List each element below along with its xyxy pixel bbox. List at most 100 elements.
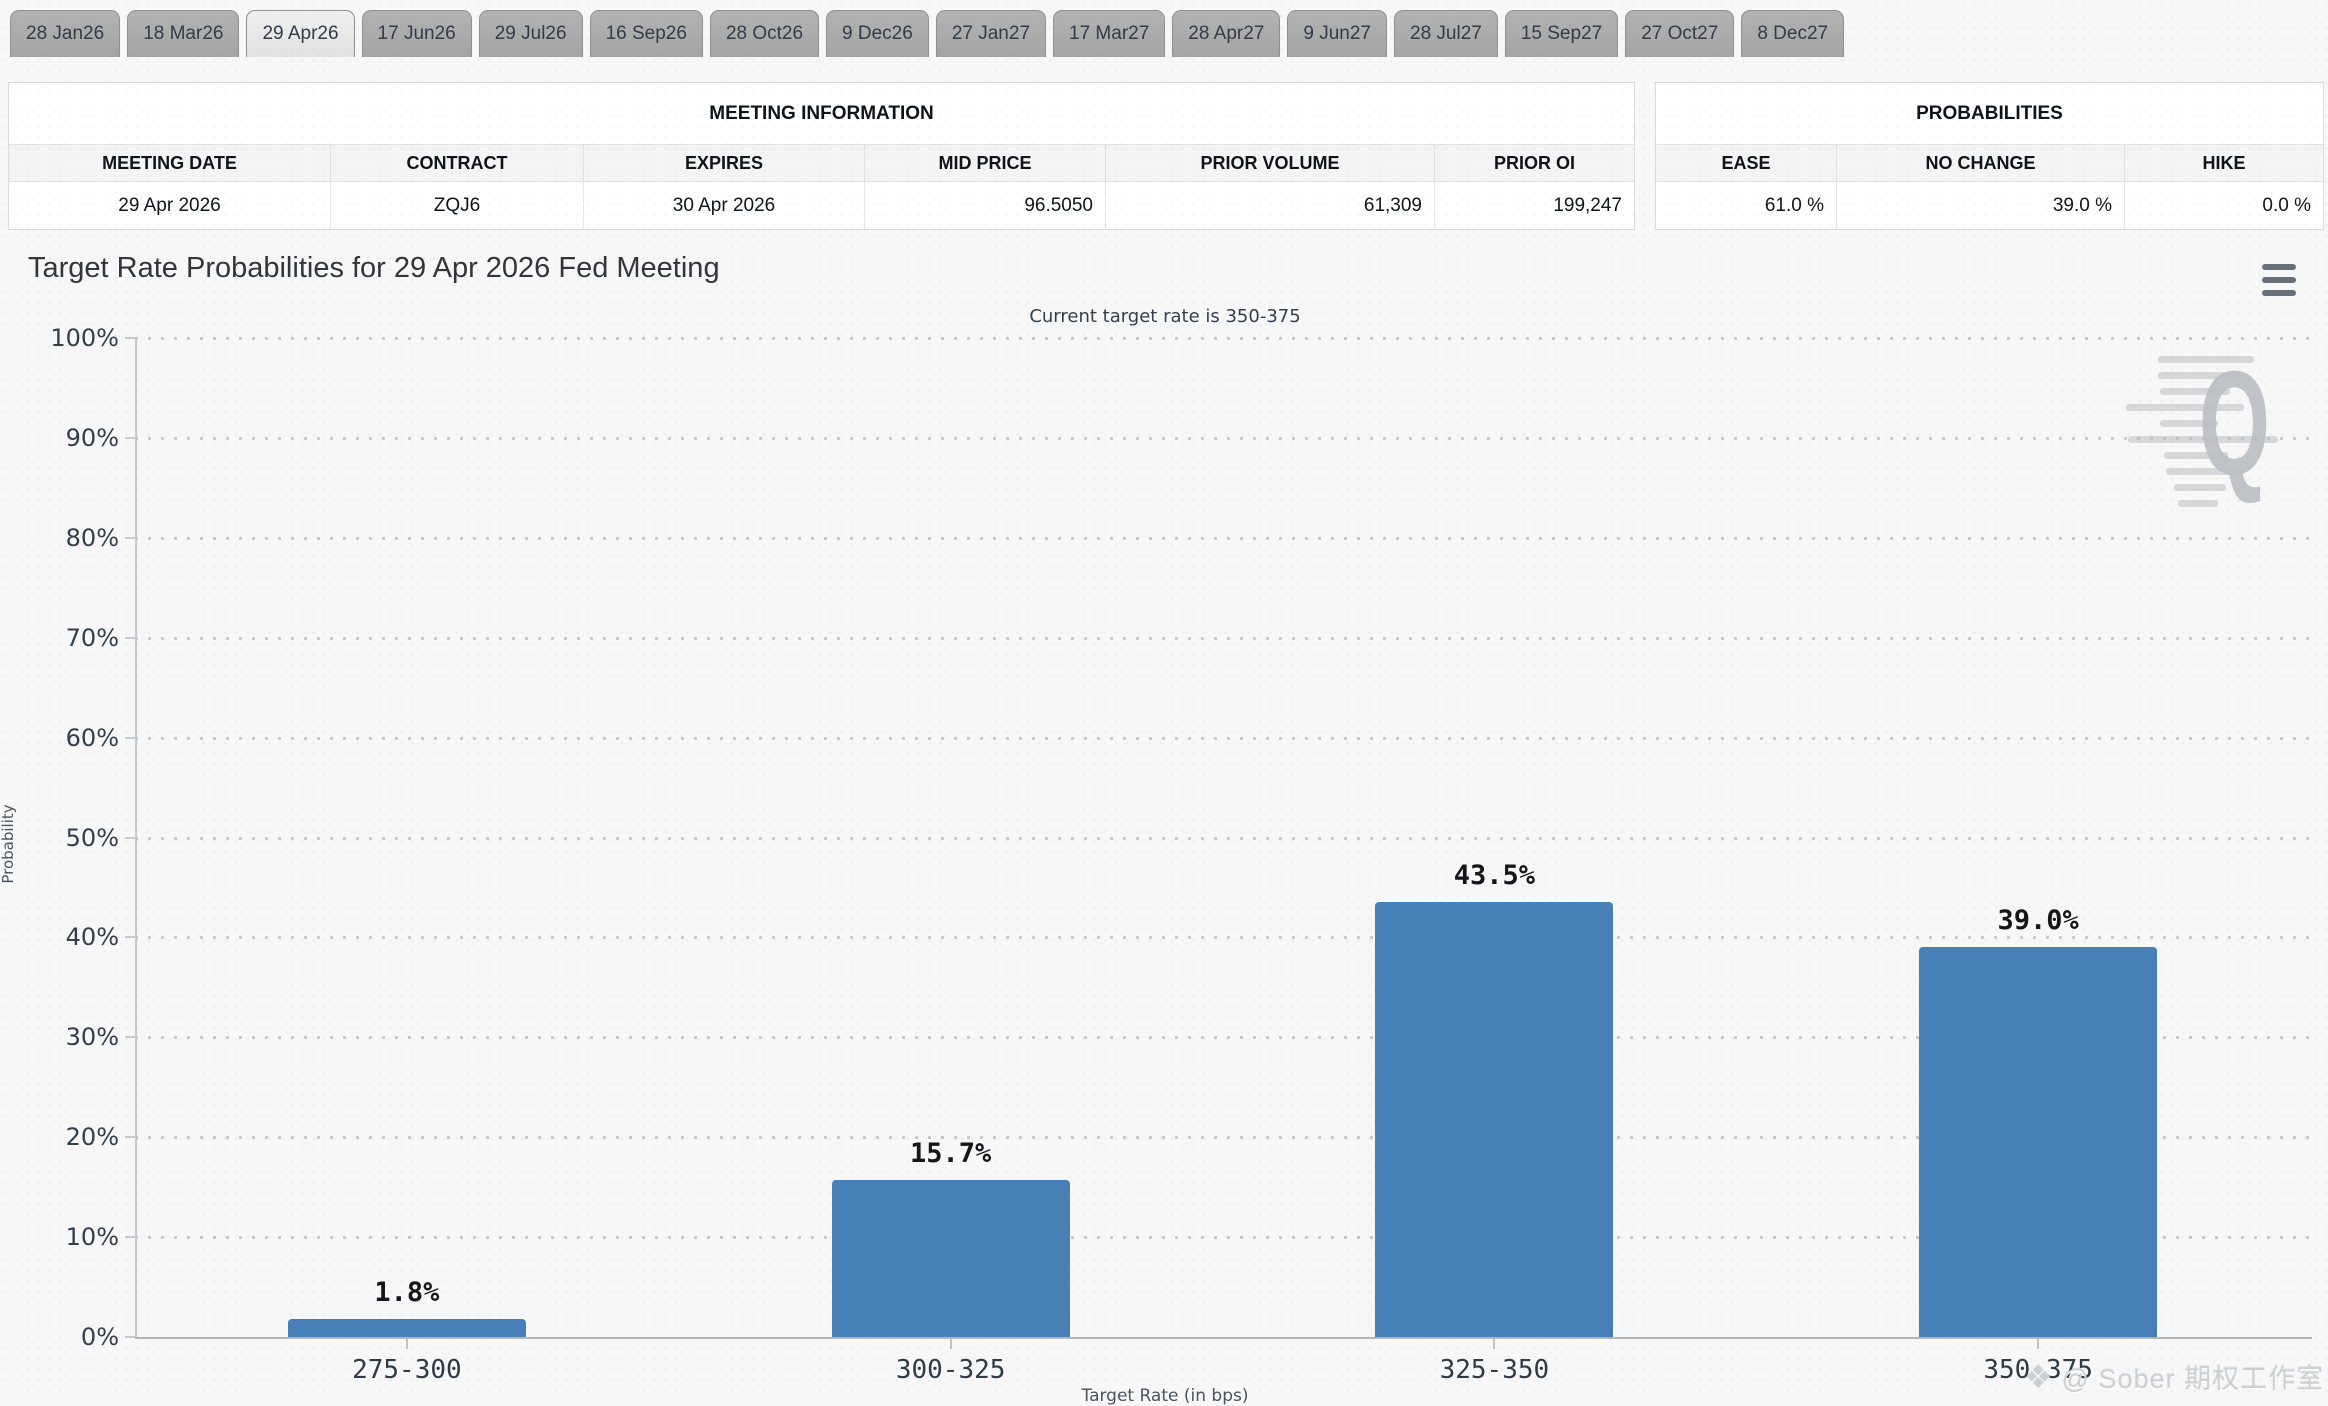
y-axis-title: Probability	[0, 804, 17, 884]
cell-mid-price: 96.5050	[865, 182, 1106, 229]
gridline-50pct	[135, 836, 2310, 840]
y-tick-70pct	[125, 636, 135, 639]
x-tick-label-350-375: 350-375	[1983, 1355, 2093, 1385]
x-tick-300-325	[949, 1339, 952, 1349]
y-tick-label-30pct: 30%	[65, 1023, 119, 1052]
tab-18-mar26[interactable]: 18 Mar26	[127, 10, 240, 57]
x-axis-title: Target Rate (in bps)	[1081, 1386, 1249, 1406]
y-tick-10pct	[125, 1236, 135, 1239]
column-header-prior-oi: PRIOR OI	[1493, 152, 1575, 173]
y-tick-label-80pct: 80%	[65, 523, 119, 552]
cell-expires: 30 Apr 2026	[584, 182, 865, 229]
tab-28-oct26[interactable]: 28 Oct26	[709, 10, 820, 57]
tab-9-jun27[interactable]: 9 Jun27	[1287, 10, 1387, 57]
tab-17-jun26[interactable]: 17 Jun26	[361, 10, 472, 57]
y-tick-60pct	[125, 736, 135, 739]
x-axis-line	[135, 1337, 2312, 1339]
bar-350-375[interactable]	[1919, 947, 2158, 1337]
column-header-contract: CONTRACT	[331, 145, 584, 181]
gridline-60pct	[135, 736, 2310, 740]
tab-28-apr27[interactable]: 28 Apr27	[1172, 10, 1281, 57]
column-header-ease: EASE	[1656, 145, 1837, 181]
gridline-80pct	[135, 536, 2310, 540]
probabilities-header-row: EASE NO CHANGE HIKE	[1656, 145, 2323, 182]
cell-hike: 0.0 %	[2262, 194, 2311, 216]
meeting-information-data-row: 29 Apr 2026 ZQJ6 30 Apr 2026 96.5050 61,309 1…	[9, 182, 1634, 229]
bar-325-350[interactable]	[1375, 902, 1614, 1337]
gridline-20pct	[135, 1136, 2310, 1140]
cell-contract: ZQJ6	[331, 182, 584, 229]
plot-area: 0% 10% 20% 30% 40% 50% 60% 70% 80% 90% 100% 1.8% 275…	[0, 240, 2328, 1398]
meeting-information-table: MEETING INFORMATION MEETING DATE CONTRACT…	[8, 82, 1635, 230]
tab-17-mar27[interactable]: 17 Mar27	[1053, 10, 1166, 57]
tab-8-dec27[interactable]: 8 Dec27	[1741, 10, 1845, 57]
chart-title: Target Rate Probabilities for 29 Apr 202…	[28, 252, 720, 284]
column-header-expires: EXPIRES	[584, 145, 865, 181]
target-rate-probability-chart: Target Rate Probabilities for 29 Apr 202…	[0, 240, 2328, 1406]
bar-value-label-300-325: 15.7%	[909, 1138, 992, 1170]
tab-28-jul27[interactable]: 28 Jul27	[1394, 10, 1498, 57]
y-tick-30pct	[125, 1036, 135, 1039]
y-tick-90pct	[125, 436, 135, 439]
tab-27-jan27[interactable]: 27 Jan27	[935, 10, 1047, 57]
bar-300-325[interactable]	[831, 1180, 1070, 1337]
y-tick-label-0pct: 0%	[80, 1323, 119, 1351]
y-tick-20pct	[125, 1136, 135, 1139]
gridline-100pct	[135, 337, 2310, 340]
bar-value-label-325-350: 43.5%	[1453, 860, 1536, 892]
y-tick-label-50pct: 50%	[65, 823, 119, 852]
column-header-meeting-date: MEETING DATE	[9, 145, 331, 181]
diamond-logo-icon: ❖	[2023, 1358, 2054, 1395]
gridline-90pct	[135, 436, 2310, 440]
y-tick-100pct	[125, 337, 135, 339]
gridline-70pct	[135, 636, 2310, 640]
tab-9-dec26[interactable]: 9 Dec26	[826, 10, 929, 57]
gridline-30pct	[135, 1036, 2310, 1040]
bar-value-label-350-375: 39.0%	[1997, 905, 2079, 937]
y-axis-line	[135, 338, 137, 1337]
tab-28-jan26[interactable]: 28 Jan26	[10, 10, 121, 57]
probabilities-title: PROBABILITIES	[1656, 83, 2323, 145]
tab-16-sep26[interactable]: 16 Sep26	[589, 10, 703, 57]
probabilities-table: PROBABILITIES EASE NO CHANGE HIKE 61.0 % 39…	[1655, 82, 2324, 230]
y-tick-80pct	[125, 536, 135, 539]
tab-29-apr26[interactable]: 29 Apr26	[246, 10, 355, 57]
x-tick-label-275-300: 275-300	[352, 1355, 462, 1385]
column-header-prior-volume: PRIOR VOLUME	[1106, 145, 1435, 181]
x-tick-275-300	[405, 1339, 408, 1349]
gridline-40pct	[135, 936, 2310, 940]
meeting-date-tabbar: 28 Jan26 18 Mar26 29 Apr26 17 Jun26 29 Jul26…	[10, 10, 1845, 57]
credit-watermark: ❖ @ Sober 期权工作室	[2024, 1357, 2324, 1396]
y-tick-label-10pct: 10%	[65, 1223, 119, 1252]
cell-no-change: 39.0 %	[1837, 182, 2125, 229]
y-tick-label-20pct: 20%	[65, 1123, 119, 1152]
column-header-hike: HIKE	[2202, 152, 2246, 173]
x-tick-label-325-350: 325-350	[1439, 1355, 1550, 1385]
chart-menu-hamburger-icon[interactable]	[2262, 262, 2298, 298]
chart-subtitle: Current target rate is 350-375	[1029, 306, 1301, 327]
bar-275-300[interactable]	[287, 1319, 526, 1337]
x-tick-350-375	[2037, 1339, 2040, 1349]
cell-prior-oi: 199,247	[1553, 194, 1622, 216]
tab-15-sep27[interactable]: 15 Sep27	[1504, 10, 1619, 57]
bar-value-label-275-300: 1.8%	[374, 1277, 440, 1309]
column-header-mid-price: MID PRICE	[865, 145, 1106, 181]
meeting-information-title: MEETING INFORMATION	[9, 83, 1634, 145]
cell-ease: 61.0 %	[1656, 182, 1837, 229]
cell-meeting-date: 29 Apr 2026	[9, 182, 331, 229]
meeting-information-header-row: MEETING DATE CONTRACT EXPIRES MID PRICE PRIO…	[9, 145, 1634, 182]
y-tick-0pct	[125, 1336, 135, 1338]
y-tick-label-40pct: 40%	[65, 923, 119, 952]
cell-prior-volume: 61,309	[1106, 182, 1435, 229]
y-tick-label-60pct: 60%	[65, 723, 119, 752]
tab-29-jul26[interactable]: 29 Jul26	[478, 10, 583, 57]
tab-27-oct27[interactable]: 27 Oct27	[1625, 10, 1735, 57]
y-tick-label-90pct: 90%	[65, 423, 119, 452]
x-tick-325-350	[1493, 1339, 1496, 1349]
y-tick-40pct	[125, 936, 135, 939]
gridline-10pct	[135, 1236, 2310, 1240]
column-header-no-change: NO CHANGE	[1837, 145, 2125, 181]
y-tick-50pct	[125, 836, 135, 839]
y-tick-label-70pct: 70%	[65, 623, 119, 652]
